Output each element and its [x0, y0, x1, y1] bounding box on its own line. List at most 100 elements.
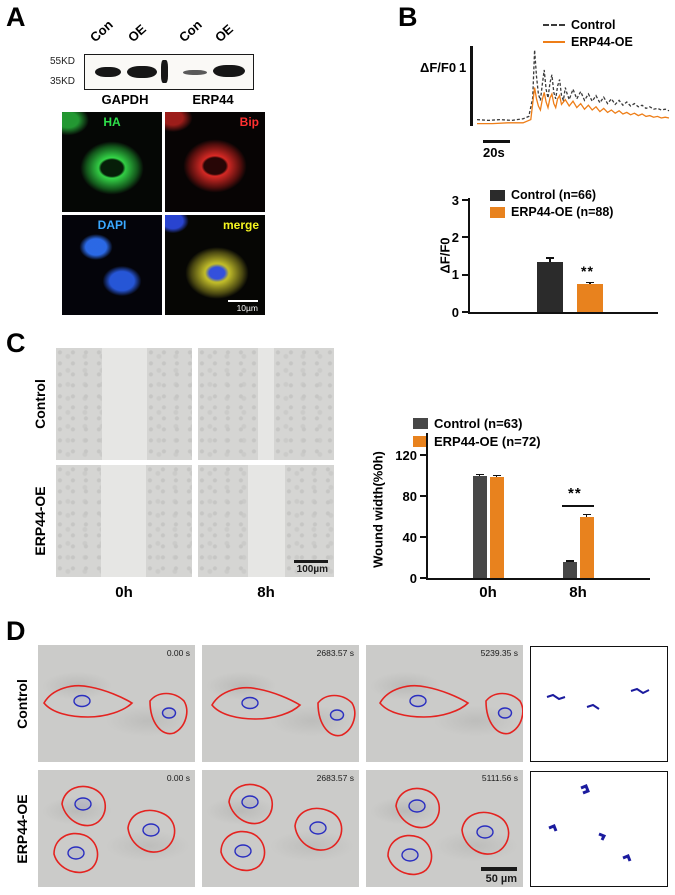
blot-band — [183, 70, 207, 75]
y-tick: 3 — [452, 192, 468, 208]
y-tick: 1 — [452, 267, 468, 283]
wound-image-oe-0h — [56, 465, 192, 577]
if-image-merge: merge 10µm — [165, 215, 265, 315]
bar-Control (n=63) — [562, 561, 577, 578]
c-significance: ** — [568, 485, 582, 502]
y-tick: 2 — [452, 229, 468, 245]
scale-bar — [481, 867, 517, 871]
error-bar — [565, 560, 574, 562]
mw-marker-35: 35KD — [50, 76, 76, 87]
trace-legend-oe-label: ERP44-OE — [571, 35, 633, 49]
trace-legend-control-label: Control — [571, 18, 616, 32]
blot-band — [127, 66, 157, 78]
b-xaxis — [468, 312, 658, 314]
swatch-orange — [490, 206, 505, 218]
d-image-control-2: 2683.57 s — [202, 645, 359, 762]
calcium-trace-plot — [477, 49, 670, 125]
trace-Control — [477, 49, 670, 122]
protein-label-erp44: ERP44 — [192, 92, 234, 107]
scale-bar — [294, 560, 328, 563]
d-image-control-1: 0.00 s — [38, 645, 195, 762]
c-xaxis — [426, 578, 650, 580]
bar-Control (n=66) — [537, 261, 563, 312]
trace-legend-control: Control — [543, 18, 633, 32]
c-yaxis — [426, 433, 428, 580]
mw-marker-55: 55KD — [50, 56, 76, 67]
y-scale-bar — [470, 46, 473, 126]
bar-legend-b: Control (n=66) ERP44-OE (n=88) — [490, 188, 613, 222]
blot-lane-label: OE — [124, 21, 149, 45]
scale-bar-label: 100µm — [296, 564, 328, 575]
trace-legend: Control ERP44-OE — [543, 18, 633, 52]
panel-c-label: C — [6, 328, 26, 358]
bar-legend-b-control-label: Control (n=66) — [511, 188, 597, 202]
trace-ERP44-OE — [477, 87, 670, 125]
bar-legend-c-oe-label: ERP44-OE (n=72) — [434, 434, 541, 449]
if-image-ha: HA — [62, 112, 162, 212]
y-scale-value: 1 — [459, 60, 467, 75]
if-image-bip: Bip — [165, 112, 265, 212]
migration-tracks — [548, 784, 632, 862]
c-bar-plot — [428, 435, 650, 578]
bar-legend-b-oe: ERP44-OE (n=88) — [490, 205, 613, 219]
scale-bar-label: 10µm — [236, 303, 258, 313]
cell-mass — [56, 348, 102, 460]
timestamp: 2683.57 s — [316, 773, 354, 783]
cell-mass — [56, 465, 101, 577]
y-tick: 0 — [410, 570, 426, 586]
solid-line-icon — [543, 41, 565, 43]
panel-b-label: B — [398, 2, 418, 32]
b-yaxis — [468, 198, 470, 314]
cell-mass — [147, 348, 192, 460]
bar-legend-c-control-label: Control (n=63) — [434, 416, 523, 431]
error-bar — [582, 513, 591, 517]
d-row-label-control: Control — [14, 679, 30, 729]
blot-lane-label: OE — [211, 21, 236, 45]
y-tick: 0 — [452, 304, 468, 320]
y-scale-label: ΔF/F0 — [420, 60, 457, 75]
cell-mass — [198, 348, 258, 460]
b-significance: ** — [581, 263, 594, 279]
cell-outline-overlay — [220, 783, 343, 872]
wound-image-control-0h — [56, 348, 192, 460]
bar-ERP44-OE (n=72) — [489, 476, 504, 578]
dashed-line-icon — [543, 24, 565, 26]
c-col-label-0h: 0h — [115, 584, 133, 601]
blot-lane-label: Con — [86, 16, 116, 45]
bar-ERP44-OE (n=88) — [577, 283, 603, 312]
cell-mass — [285, 465, 334, 577]
scale-bar — [228, 300, 258, 302]
timestamp: 2683.57 s — [316, 648, 354, 658]
wound-image-control-8h — [198, 348, 334, 460]
timestamp: 5239.35 s — [480, 648, 518, 658]
swatch-black — [490, 189, 505, 201]
c-xcat-8h: 8h — [569, 584, 587, 601]
blot-marker-smear — [161, 60, 168, 83]
y-tick: 80 — [403, 488, 426, 504]
x-scale-bar — [483, 140, 510, 143]
d-track-plot-oe — [530, 771, 668, 887]
protein-label-gapdh: GAPDH — [101, 92, 149, 107]
if-label-ha: HA — [103, 115, 121, 129]
d-row-label-oe: ERP44-OE — [14, 794, 30, 864]
c-row-label-oe: ERP44-OE — [32, 486, 48, 556]
if-image-dapi: DAPI — [62, 215, 162, 315]
panel-d-label: D — [6, 616, 26, 646]
blot-band — [213, 65, 245, 77]
timestamp: 0.00 s — [166, 773, 190, 783]
cell-mass — [198, 465, 248, 577]
timestamp: 5111.56 s — [481, 773, 518, 783]
if-label-merge: merge — [222, 218, 259, 232]
y-tick: 40 — [403, 529, 426, 545]
swatch-orange — [413, 436, 428, 447]
b-bar-plot — [470, 200, 656, 312]
error-bar — [546, 257, 554, 262]
scale-bar-label: 50 µm — [485, 873, 517, 885]
c-col-label-8h: 8h — [257, 584, 275, 601]
bar-legend-c: Control (n=63) ERP44-OE (n=72) — [413, 416, 541, 452]
c-xcat-0h: 0h — [479, 584, 497, 601]
error-bar — [492, 474, 501, 477]
panel-a-label: A — [6, 2, 26, 32]
blot-band — [95, 67, 121, 77]
